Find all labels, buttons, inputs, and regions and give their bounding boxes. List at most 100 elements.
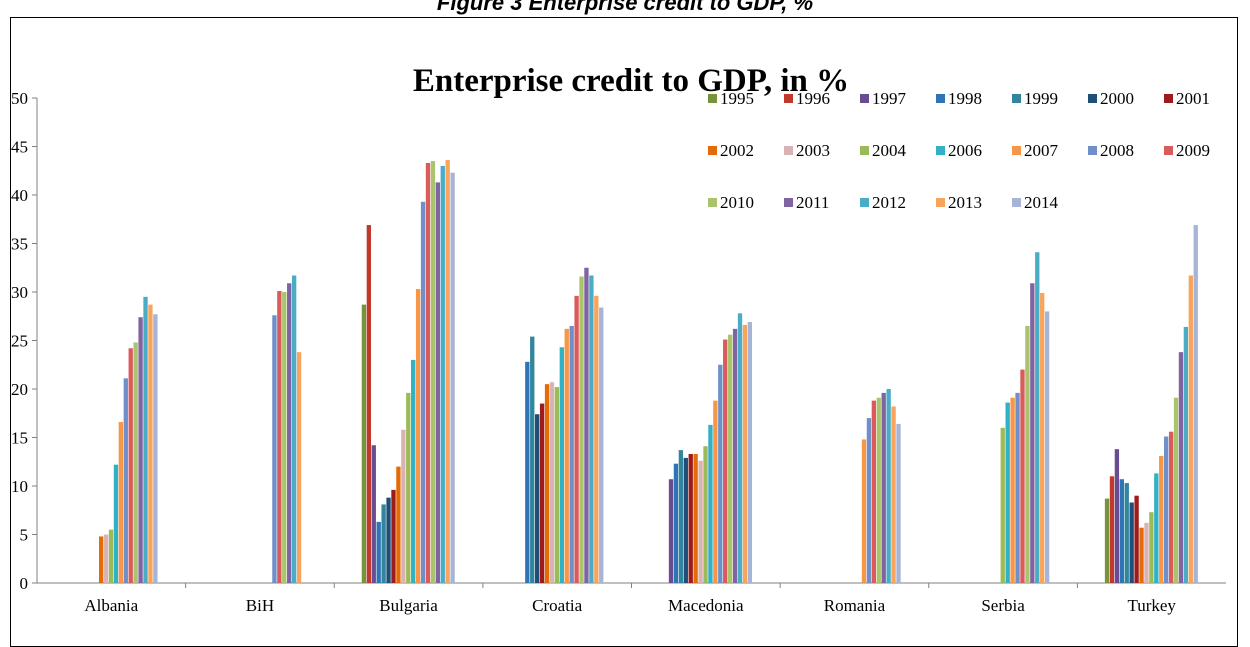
bar-romania-2012 <box>886 389 891 583</box>
x-tick-label: Albania <box>84 596 138 615</box>
y-tick-label: 0 <box>20 574 29 593</box>
bar-romania-2013 <box>891 406 896 583</box>
bar-romania-2014 <box>896 423 901 583</box>
bar-albania-2008 <box>123 378 128 583</box>
bar-macedonia-2012 <box>737 313 743 583</box>
bar-serbia-2009 <box>1020 369 1025 583</box>
bar-albania-2007 <box>118 421 124 583</box>
bar-macedonia-2002 <box>693 453 698 583</box>
legend-item-2012: 2012 <box>860 193 906 212</box>
bar-bulgaria-2007 <box>415 289 421 583</box>
bar-bulgaria-1999 <box>381 504 386 583</box>
y-tick-label: 40 <box>11 186 28 205</box>
bar-macedonia-2013 <box>742 324 748 583</box>
bar-bulgaria-2011 <box>435 182 440 583</box>
bar-croatia-2004 <box>554 387 560 583</box>
legend-item-1999: 1999 <box>1012 89 1058 108</box>
x-tick-label: Serbia <box>981 596 1025 615</box>
bar-turkey-2014 <box>1193 225 1198 583</box>
bar-macedonia-2003 <box>698 460 703 583</box>
bar-romania-2008 <box>866 418 872 583</box>
bar-croatia-1999 <box>530 336 535 583</box>
legend-item-1996: 1996 <box>784 89 830 108</box>
bar-macedonia-2010 <box>727 334 733 583</box>
bar-croatia-2008 <box>569 325 574 583</box>
legend-item-1998: 1998 <box>936 89 982 108</box>
bar-albania-2012 <box>143 296 148 583</box>
legend-swatch <box>1012 146 1021 155</box>
legend-swatch <box>708 198 717 207</box>
bar-bih-2012 <box>291 275 297 583</box>
bar-croatia-2006 <box>559 347 564 583</box>
legend-item-2003: 2003 <box>784 141 830 160</box>
bar-serbia-2004 <box>1000 427 1005 583</box>
bar-macedonia-2008 <box>718 364 723 583</box>
bar-chart: Enterprise credit to GDP, in % 0 5 10 15 20 2… <box>11 63 1226 615</box>
bar-albania-2004 <box>108 529 114 583</box>
bar-macedonia-1999 <box>678 450 684 583</box>
bar-bulgaria-2008 <box>420 201 426 584</box>
bar-macedonia-2004 <box>703 446 708 583</box>
legend-item-2001: 2001 <box>1164 89 1210 108</box>
legend-item-2010: 2010 <box>708 193 754 212</box>
bar-macedonia-1998 <box>673 463 679 583</box>
bar-bulgaria-1995 <box>361 304 367 583</box>
legend-item-2011: 2011 <box>784 193 829 212</box>
y-tick-label: 50 <box>11 89 28 108</box>
y-tick-label: 10 <box>11 477 28 496</box>
bar-turkey-2006 <box>1154 473 1159 583</box>
legend-label: 2004 <box>872 141 907 160</box>
legend-label: 2013 <box>948 193 982 212</box>
bar-albania-2009 <box>128 348 133 583</box>
bar-albania-2014 <box>153 314 158 583</box>
legend-item-2002: 2002 <box>708 141 754 160</box>
legend-swatch <box>1164 146 1173 155</box>
y-tick-label: 15 <box>11 429 28 448</box>
legend-item-2008: 2008 <box>1088 141 1134 160</box>
legend-label: 2014 <box>1024 193 1059 212</box>
bar-serbia-2010 <box>1025 325 1030 583</box>
bar-serbia-2008 <box>1015 392 1020 583</box>
legend-item-2004: 2004 <box>860 141 907 160</box>
bar-macedonia-2000 <box>683 457 688 583</box>
x-tick-label: Croatia <box>532 596 582 615</box>
bar-bulgaria-2010 <box>430 161 436 584</box>
bar-romania-2010 <box>876 397 881 583</box>
legend-swatch <box>1012 198 1021 207</box>
bar-turkey-1996 <box>1109 476 1115 583</box>
legend-label: 2010 <box>720 193 754 212</box>
legend-label: 2003 <box>796 141 830 160</box>
bar-albania-2013 <box>148 304 153 583</box>
bar-albania-2010 <box>133 342 138 583</box>
legend-swatch <box>936 94 945 103</box>
bar-turkey-2009 <box>1168 431 1174 583</box>
bar-turkey-1995 <box>1104 498 1110 583</box>
legend-label: 1998 <box>948 89 982 108</box>
bar-bulgaria-2003 <box>401 429 406 583</box>
bar-albania-2003 <box>103 534 109 583</box>
bar-croatia-2000 <box>535 414 540 583</box>
legend-swatch <box>708 94 717 103</box>
legend-item-2006: 2006 <box>936 141 982 160</box>
bar-serbia-2011 <box>1030 283 1035 583</box>
bar-bih-2009 <box>277 291 282 583</box>
bar-macedonia-2007 <box>713 400 718 583</box>
legend-swatch <box>936 146 945 155</box>
bar-bulgaria-2012 <box>440 165 445 583</box>
bar-bih-2008 <box>272 315 277 583</box>
legend-item-2000: 2000 <box>1088 89 1134 108</box>
bar-macedonia-2006 <box>708 424 713 583</box>
legend-item-2013: 2013 <box>936 193 982 212</box>
bar-turkey-1999 <box>1124 483 1129 583</box>
bar-albania-2006 <box>113 464 119 583</box>
legend-label: 1996 <box>796 89 830 108</box>
bar-turkey-2004 <box>1149 512 1154 583</box>
bar-turkey-2011 <box>1178 352 1184 583</box>
legend-swatch <box>1088 146 1097 155</box>
bar-bih-2011 <box>287 283 292 583</box>
legend-swatch <box>1012 94 1021 103</box>
bar-croatia-2012 <box>589 275 594 583</box>
legend-swatch <box>1164 94 1173 103</box>
legend-swatch <box>784 94 793 103</box>
legend-label: 1999 <box>1024 89 1058 108</box>
